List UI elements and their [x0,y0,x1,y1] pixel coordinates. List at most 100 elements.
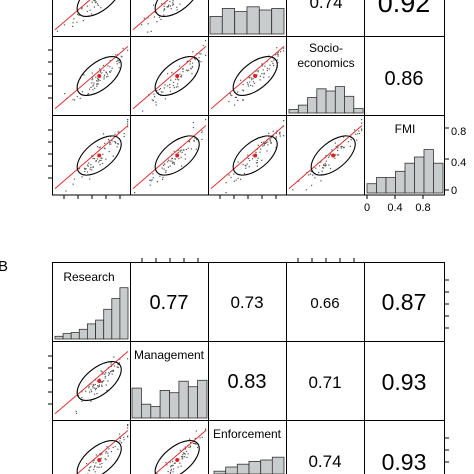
a-r5c1-point [115,142,117,144]
a-r1c2-point [147,23,149,25]
b-hist-research-bar [54,335,64,340]
a-r5c3-point [248,157,250,160]
b-r3c2-point [173,468,175,470]
a-r4c3-ellipse [232,56,278,96]
b-r3c2-point [184,446,186,448]
a-r5c2-point [167,159,170,161]
a-r5c2-point [180,156,182,159]
a-hist-fmi-bar [423,149,434,194]
label-socio-line1: Socio- [309,41,343,55]
b-r3c2-point [181,456,183,458]
a-r5c4-point [328,155,331,157]
a-r5c4-point [320,161,322,163]
a-r4c3-point [273,59,275,61]
a-r5c4-point [349,145,351,147]
a-r5c4-point [340,147,342,149]
a-r5c4-point [361,119,363,121]
a-r4c3-point [247,85,249,87]
a-r4c3-point [249,77,251,79]
a-r4c2-point [163,87,165,89]
a-r5c4-point [298,180,300,182]
b-r3c2-point [192,442,194,444]
a-r5c1-point [92,157,94,160]
a-r5c4-point [320,180,322,182]
a-r5c4-point [353,129,356,131]
a-r5c1-fit-line [54,125,129,190]
a-r5c1-point [104,142,106,144]
fmi-ytick-2: 0 [451,185,457,197]
a-r4c1-point [91,79,93,81]
a-r5c3-point [263,144,265,146]
a-r4c3-point [268,68,270,70]
a-r4c3-point [228,101,230,103]
a-r5c1-point [85,168,87,170]
b-r3c2-point [182,455,184,457]
a-r1c2-point [160,18,162,20]
panel-a-left-ticks [48,49,52,179]
a-r4c2-point [198,57,200,59]
b-r3c2-point [179,449,181,451]
b-r2c1-point [110,363,112,365]
a-r1c2-point [153,4,155,6]
a-r5c1-point [100,159,102,161]
a-r1c1-point [77,13,79,15]
b-r2c1-point [106,389,108,391]
b-r3c1-point [105,451,107,453]
a-hist-socio-bar [316,88,327,114]
a-r5c3-point [261,159,263,161]
fmi-right-axis [445,127,449,191]
a-r1c1-point [72,25,74,27]
a-r5c3-point [260,148,262,150]
a-r5c2-point [162,178,164,180]
a-r5c1-point [127,126,129,128]
a-r4c3-point [240,79,242,81]
a-r5c1-point [102,153,104,155]
a-r4c1-point [97,79,100,81]
a-r1c2-point [179,3,181,5]
a-r5c2-point [178,158,180,160]
b-r3c1-point [98,466,100,468]
b-r2c1-fit-line [54,350,129,415]
a-r4c1-point [96,83,99,85]
a-r5c4-point [337,144,339,146]
a-r4c1-fit-line [54,45,129,110]
a-r5c2-point [187,147,189,149]
a-r4c3-fit-line [210,45,285,110]
a-r5c3-point [245,167,247,169]
b-r3c2-point [182,453,184,456]
a-r4c1-point [117,59,119,61]
a-r5c2-point [201,130,203,132]
a-r5c2-fit-line [132,125,207,190]
b-r3c1-point [104,458,106,460]
b-r3c2-point [197,446,199,449]
a-r4c3-point [264,65,266,67]
a-r5c4-point [325,155,327,157]
a-r4c3-point [266,67,268,69]
a-r5c3-point [256,159,258,162]
a-r5c4-point [325,164,327,166]
b-r2c1-center [97,379,102,383]
b-r3c2-point [167,471,169,473]
b-r3c1-point [93,469,95,471]
a-r1c2-point [170,8,172,10]
a-r1c1-point [78,14,80,16]
a-r5c2-point [194,137,196,139]
b-r2c1-point [110,370,112,373]
b-hist-management-bar [178,380,189,419]
b-r3c2-point [195,430,197,432]
a-hist-row1-bar [258,9,272,35]
b-r2c1-point [77,395,80,397]
b-r3c2-point [172,464,174,466]
a-hist-fmi-bar [376,177,387,194]
a-r5c1-point [102,133,105,135]
a-r5c1-point [105,158,107,160]
a-r5c2-point [152,177,154,179]
a-r4c1-point [121,56,123,58]
a-r4c1-point [97,78,99,80]
b-r3c2-point [195,443,197,445]
a-r4c3-point [234,96,236,98]
a-r5c2-point [162,176,164,178]
a-r4c3-point [275,54,277,56]
a-r4c3-point [272,62,274,65]
a-r1c1-point [90,13,93,15]
